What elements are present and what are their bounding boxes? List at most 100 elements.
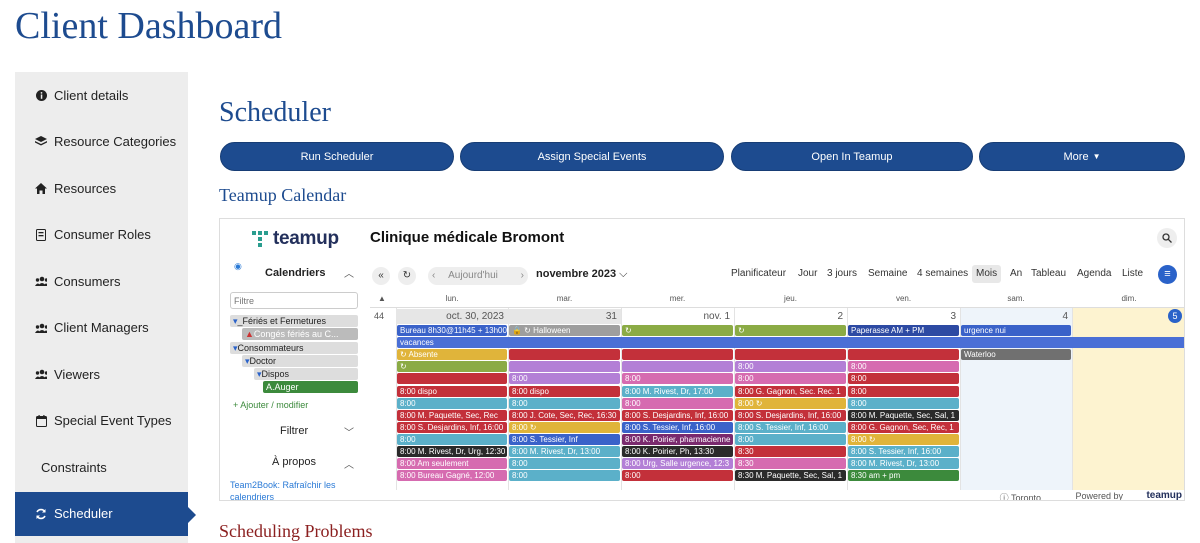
- day-cell[interactable]: [847, 308, 960, 490]
- tree-item-conges[interactable]: ▲Congés fériés au C...: [242, 328, 358, 340]
- view-jour[interactable]: Jour: [798, 268, 818, 279]
- calendar-event[interactable]: 8:00 Am seulement: [397, 458, 507, 470]
- calendar-event[interactable]: 8:00 Bureau Gagné, 12:00: [397, 470, 507, 482]
- timezone-label[interactable]: ⓘ Toronto: [999, 493, 1041, 501]
- sidebar-item-consumer-roles[interactable]: Consumer Roles: [15, 213, 188, 257]
- calendar-event[interactable]: Paperasse AM + PM: [848, 325, 959, 336]
- calendar-event[interactable]: 8:00 ↻: [848, 433, 959, 445]
- calendar-event[interactable]: Waterloo: [961, 349, 1071, 361]
- view-tableau[interactable]: Tableau: [1031, 268, 1067, 279]
- calendar-event[interactable]: [622, 349, 733, 361]
- calendar-event[interactable]: 8:00 M. Rivest, Dr, 13:00: [848, 458, 959, 470]
- filter-input[interactable]: [230, 292, 358, 309]
- day-number[interactable]: oct. 30, 2023: [396, 309, 508, 324]
- calendar-event[interactable]: 8:00 S. Desjardins, Inf, 16:00: [397, 421, 507, 433]
- double-chevron-left-icon[interactable]: «: [372, 267, 390, 285]
- sidebar-item-constraints[interactable]: Constraints: [15, 445, 188, 489]
- refresh-icon[interactable]: ↻: [398, 267, 416, 285]
- chevron-up-icon[interactable]: ︿: [344, 460, 354, 471]
- search-icon[interactable]: [1157, 228, 1177, 248]
- calendar-event[interactable]: 8:00: [622, 373, 733, 385]
- day-cell[interactable]: [396, 308, 508, 490]
- today-button[interactable]: Aujourd'hui: [448, 270, 498, 281]
- calendar-event[interactable]: 8:00: [397, 433, 507, 445]
- calendar-event[interactable]: ↻: [735, 325, 846, 336]
- day-cell[interactable]: [734, 308, 847, 490]
- day-cell[interactable]: [621, 308, 734, 490]
- sidebar-item-resource-categories[interactable]: Resource Categories: [15, 120, 188, 164]
- chevron-right-icon[interactable]: ›: [520, 270, 524, 281]
- menu-icon[interactable]: ≡: [1158, 265, 1177, 284]
- calendar-event[interactable]: 8:00 K. Poirier, Ph, 13:30: [622, 446, 733, 457]
- calendar-event[interactable]: 8:00 S. Tessier, Inf, 16:00: [735, 421, 846, 433]
- calendar-event[interactable]: 8:00 K. Poirier, pharmacienne: [622, 433, 733, 445]
- calendar-event[interactable]: [848, 349, 959, 361]
- calendar-event[interactable]: 8:00 M. Rivest, Dr, 17:00: [622, 385, 733, 397]
- calendar-event[interactable]: [735, 349, 846, 361]
- filter-label[interactable]: Filtrer: [280, 425, 309, 437]
- calendar-event[interactable]: 8:00: [848, 373, 959, 385]
- day-cell[interactable]: [1072, 308, 1184, 490]
- tree-item-a-auger[interactable]: A.Auger: [263, 381, 358, 393]
- view-an[interactable]: An: [1010, 268, 1023, 279]
- calendar-event[interactable]: 8:00: [509, 470, 620, 482]
- calendar-event[interactable]: 8:00: [509, 373, 620, 385]
- today-nav[interactable]: ‹ Aujourd'hui ›: [428, 267, 528, 285]
- calendar-event[interactable]: 8:00 ↻: [735, 397, 846, 409]
- view-semaine[interactable]: Semaine: [868, 268, 908, 279]
- calendar-event[interactable]: 8:00 dispo: [397, 385, 507, 397]
- sidebar-item-viewers[interactable]: Viewers: [15, 352, 188, 396]
- eye-icon[interactable]: ◉: [234, 261, 242, 271]
- calendar-event[interactable]: 8:00 M. Paquette, Sec, Rec: [397, 409, 507, 421]
- calendar-event[interactable]: [397, 373, 507, 385]
- calendar-event[interactable]: 8:00: [848, 385, 959, 397]
- calendar-event[interactable]: 8:30: [735, 458, 846, 470]
- sidebar-item-consumers[interactable]: Consumers: [15, 259, 188, 303]
- day-number[interactable]: nov. 1: [703, 311, 731, 322]
- calendar-event[interactable]: 🔒 ↻ Halloween: [509, 325, 620, 336]
- run-scheduler-button[interactable]: Run Scheduler: [220, 142, 454, 171]
- calendar-event[interactable]: 8:30 am + pm: [848, 470, 959, 482]
- calendar-event[interactable]: [622, 361, 733, 373]
- calendar-event[interactable]: 8:00 ↻: [509, 421, 620, 433]
- scroll-up-icon[interactable]: ▲: [378, 294, 386, 303]
- calendar-event[interactable]: 8:00 G. Gagnon, Sec. Rec. 1: [735, 385, 846, 397]
- sidebar-item-scheduler[interactable]: Scheduler: [15, 491, 188, 536]
- calendar-event[interactable]: 8:00: [735, 373, 846, 385]
- view-4-semaines[interactable]: 4 semaines: [917, 268, 969, 279]
- chevron-left-icon[interactable]: ‹: [432, 270, 436, 281]
- chevron-up-icon[interactable]: ︿: [344, 269, 354, 280]
- sidebar-item-client-details[interactable]: Client details: [15, 73, 188, 117]
- tree-item-dispos[interactable]: ▾Dispos: [254, 368, 358, 380]
- calendar-event[interactable]: 8:00: [622, 397, 733, 409]
- view-mois[interactable]: Mois: [972, 265, 1002, 283]
- calendar-event[interactable]: 8:30 M. Paquette, Sec, Sal, 1: [735, 470, 846, 482]
- view-agenda[interactable]: Agenda: [1077, 268, 1112, 279]
- calendar-event[interactable]: 8:00 G. Gagnon, Sec, Rec, 1: [848, 421, 959, 433]
- open-in-teamup-button[interactable]: Open In Teamup: [731, 142, 973, 171]
- calendar-event[interactable]: 8:00 S. Tessier, Inf: [509, 433, 620, 445]
- day-number[interactable]: 5: [1072, 309, 1184, 324]
- calendar-event[interactable]: 8:00 Urg, Salle urgence, 12:3: [622, 458, 733, 470]
- calendar-event[interactable]: 8:00: [397, 397, 507, 409]
- calendar-event[interactable]: 8:00 M. Rivest, Dr, 13:00: [509, 446, 620, 457]
- calendar-event[interactable]: 8:00: [509, 397, 620, 409]
- calendar-event[interactable]: 8:00: [735, 361, 846, 373]
- calendar-event[interactable]: 8:00 M. Paquette, Sec, Sal, 1: [848, 409, 959, 421]
- view-planificateur[interactable]: Planificateur: [731, 268, 787, 279]
- add-modify-link[interactable]: + Ajouter / modifier: [233, 400, 309, 410]
- about-label[interactable]: À propos: [272, 456, 317, 468]
- day-number[interactable]: 4: [1062, 311, 1068, 322]
- calendar-event[interactable]: 8:00: [735, 433, 846, 445]
- sidebar-item-client-managers[interactable]: Client Managers: [15, 306, 188, 350]
- tree-item-consommateurs[interactable]: ▾Consommateurs: [230, 342, 358, 354]
- calendar-event[interactable]: 8:30: [735, 446, 846, 457]
- calendar-event[interactable]: 8:00 S. Tessier, Inf, 16:00: [622, 421, 733, 433]
- calendar-event[interactable]: ↻: [622, 325, 733, 336]
- refresh-calendars-link[interactable]: Team2Book: Rafraîchir les calendriers: [230, 480, 336, 501]
- calendar-event[interactable]: ↻: [397, 361, 507, 373]
- calendar-event[interactable]: 8:00: [848, 397, 959, 409]
- view-3-jours[interactable]: 3 jours: [827, 268, 858, 279]
- calendar-event[interactable]: urgence nui: [961, 325, 1071, 336]
- chevron-down-icon[interactable]: ﹀: [344, 428, 354, 439]
